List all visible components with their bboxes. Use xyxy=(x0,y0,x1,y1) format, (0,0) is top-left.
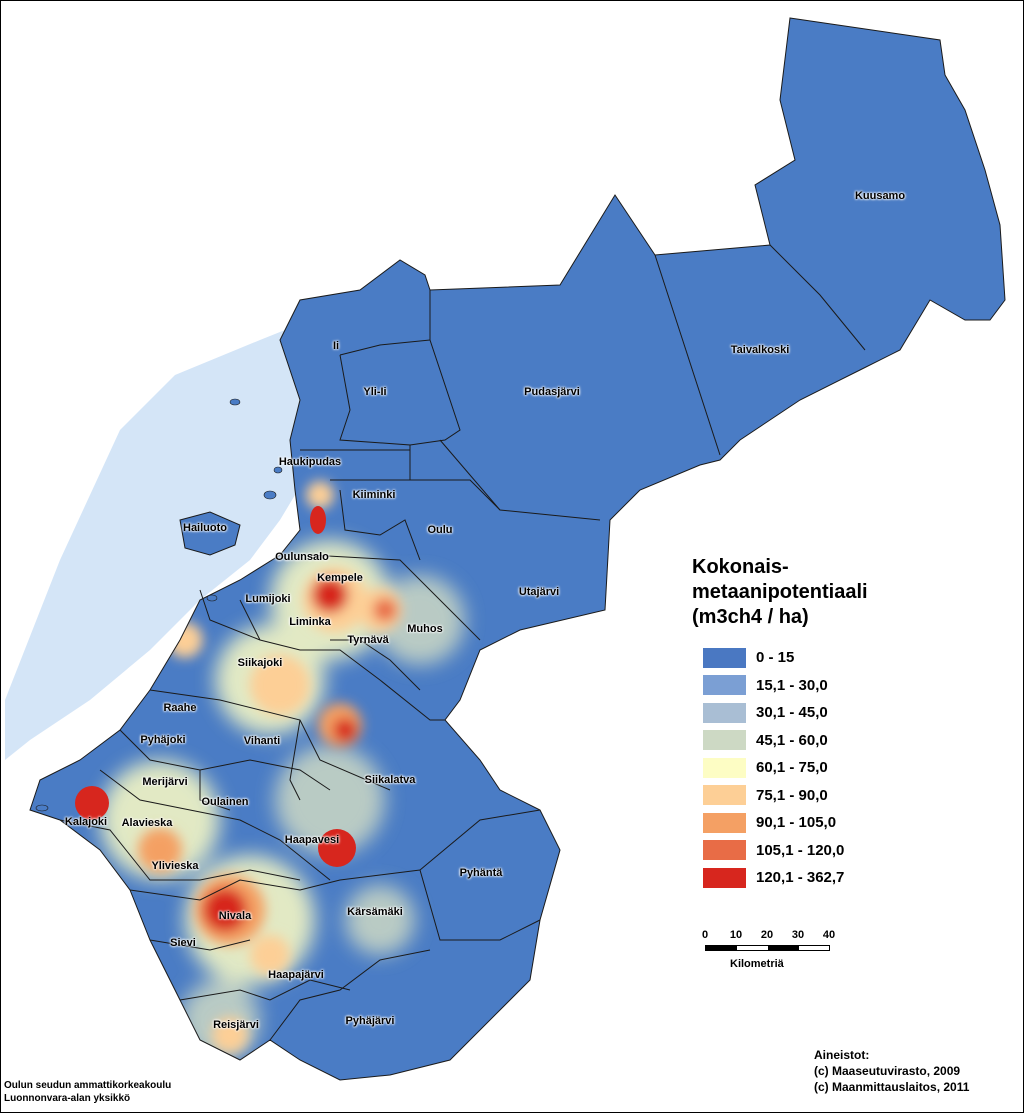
legend-range-label: 45,1 - 60,0 xyxy=(756,731,828,749)
sources-heading: Aineistot: xyxy=(814,1048,870,1062)
legend-range-label: 120,1 - 362,7 xyxy=(756,869,845,887)
legend-class: 120,1 - 362,7 xyxy=(690,864,990,892)
municipality-label: Lumijoki xyxy=(245,593,291,605)
municipality-label: Ylivieska xyxy=(151,860,199,872)
scale-tick: 20 xyxy=(760,929,774,941)
municipality-label: Oulu xyxy=(427,524,453,536)
legend-classes: 0 - 15 15,1 - 30,0 30,1 - 45,0 45,1 - 60,0 6… xyxy=(690,644,990,892)
municipality-label: Kiiminki xyxy=(352,489,396,501)
scale-tick: 40 xyxy=(822,929,836,941)
municipality-label: Haapavesi xyxy=(284,834,340,846)
municipality-label: Utajärvi xyxy=(518,586,560,598)
legend-swatch xyxy=(703,647,746,668)
municipality-label: Haapajärvi xyxy=(268,969,324,981)
scale-bar: 0 10 20 30 40 Kilometriä xyxy=(700,929,840,973)
legend-title-line: Kokonais- xyxy=(692,556,789,578)
scale-tick: 0 xyxy=(701,929,709,941)
legend-swatch xyxy=(703,867,746,888)
municipality-label: Kärsämäki xyxy=(347,906,403,918)
legend-range-label: 60,1 - 75,0 xyxy=(756,759,828,777)
municipality-label: Yli-Ii xyxy=(363,386,387,398)
municipality-label: Ii xyxy=(332,340,340,352)
municipality-label: Kalajoki xyxy=(64,816,108,828)
municipality-label: Alavieska xyxy=(121,817,173,829)
municipality-label: Kuusamo xyxy=(854,190,906,202)
legend-range-label: 90,1 - 105,0 xyxy=(756,814,837,832)
municipality-label: Taivalkoski xyxy=(730,344,790,356)
municipality-borders xyxy=(29,17,1006,1081)
municipality-label: Merijärvi xyxy=(142,776,188,788)
hailuoto-island xyxy=(179,511,241,556)
region-land xyxy=(30,18,1005,1080)
legend-class: 15,1 - 30,0 xyxy=(690,672,990,700)
municipality-label: Muhos xyxy=(407,623,443,635)
scale-bar-graphic xyxy=(705,945,830,951)
scale-tick: 30 xyxy=(791,929,805,941)
municipality-label: Haukipudas xyxy=(278,456,342,468)
source-line: (c) Maaseutuvirasto, 2009 xyxy=(814,1064,961,1078)
coastal-islands xyxy=(35,398,283,812)
municipality-label: Raahe xyxy=(163,702,197,714)
legend-range-label: 105,1 - 120,0 xyxy=(756,841,845,859)
legend-class: 0 - 15 xyxy=(690,644,990,672)
legend-title-line: metaanipotentiaali xyxy=(692,581,868,603)
municipality-label: Siikajoki xyxy=(237,657,283,669)
legend-class: 75,1 - 90,0 xyxy=(690,782,990,810)
municipality-label: Nivala xyxy=(218,910,252,922)
haapavesi-hotspot xyxy=(318,829,356,867)
municipality-label: Oulunsalo xyxy=(275,551,329,563)
municipality-label: Pyhäntä xyxy=(459,867,503,879)
legend-swatch xyxy=(703,785,746,806)
legend-range-label: 30,1 - 45,0 xyxy=(756,704,828,722)
haukipudas-hotspot xyxy=(310,506,326,534)
municipality-label: Pyhäjoki xyxy=(140,734,186,746)
legend-range-label: 15,1 - 30,0 xyxy=(756,676,828,694)
municipality-label: Vihanti xyxy=(243,735,281,747)
legend-swatch xyxy=(703,702,746,723)
municipality-label: Pudasjärvi xyxy=(524,386,580,398)
potential-hotspots xyxy=(100,481,465,1060)
legend-class: 105,1 - 120,0 xyxy=(690,837,990,865)
legend-swatch xyxy=(703,757,746,778)
legend-swatch xyxy=(703,675,746,696)
scale-unit: Kilometriä xyxy=(730,958,784,970)
producer-line: Luonnonvara-alan yksikkö xyxy=(4,1093,131,1104)
municipality-label: Kempele xyxy=(317,572,363,584)
municipality-label: Oulainen xyxy=(201,796,249,808)
municipality-label: Tyrnävä xyxy=(347,634,389,646)
producer-line: Oulun seudun ammattikorkeakoulu xyxy=(4,1080,172,1091)
legend-swatch xyxy=(703,730,746,751)
municipality-label: Pyhäjärvi xyxy=(345,1015,395,1027)
legend-range-label: 0 - 15 xyxy=(756,649,795,667)
producer: Oulun seudun ammattikorkeakoulu Luonnonv… xyxy=(4,1079,171,1105)
municipality-label: Siikalatva xyxy=(364,774,416,786)
data-sources: Aineistot: (c) Maaseutuvirasto, 2009 (c)… xyxy=(814,1047,969,1095)
scale-tick: 10 xyxy=(729,929,743,941)
legend-range-label: 75,1 - 90,0 xyxy=(756,786,828,804)
legend-title: Kokonais- metaanipotentiaali (m3ch4 / ha… xyxy=(692,555,990,630)
municipality-label: Reisjärvi xyxy=(213,1019,259,1031)
legend-class: 45,1 - 60,0 xyxy=(690,727,990,755)
sea-area xyxy=(5,330,310,760)
legend: Kokonais- metaanipotentiaali (m3ch4 / ha… xyxy=(690,555,990,892)
kalajoki-hotspot xyxy=(75,786,109,820)
legend-class: 60,1 - 75,0 xyxy=(690,754,990,782)
legend-swatch xyxy=(703,840,746,861)
legend-swatch xyxy=(703,812,746,833)
municipality-label: Sievi xyxy=(170,937,196,949)
legend-class: 30,1 - 45,0 xyxy=(690,699,990,727)
legend-title-line: (m3ch4 / ha) xyxy=(692,606,809,628)
municipality-label: Hailuoto xyxy=(183,522,227,534)
municipality-label: Liminka xyxy=(289,616,331,628)
source-line: (c) Maanmittauslaitos, 2011 xyxy=(814,1080,970,1094)
legend-class: 90,1 - 105,0 xyxy=(690,809,990,837)
